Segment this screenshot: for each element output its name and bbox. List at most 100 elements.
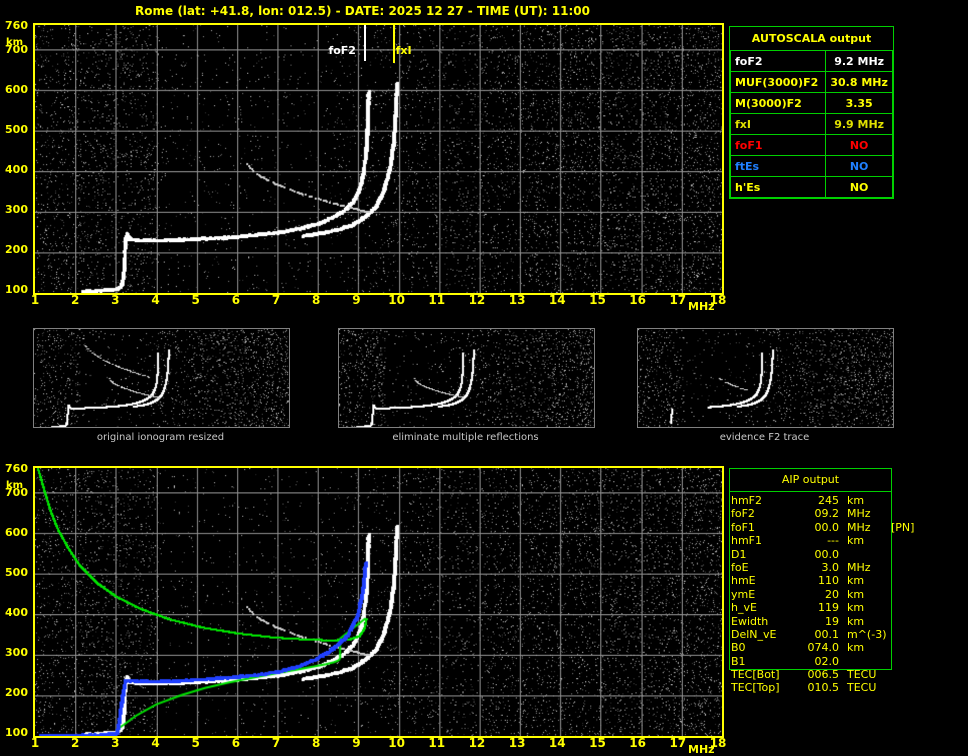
y-tick-label: 500 [5, 123, 28, 136]
autoscala-row: M(3000)F2 3.35 [729, 92, 893, 114]
x-tick-label: 8 [312, 736, 321, 750]
x-tick-label: 8 [312, 293, 321, 307]
top-y-unit-label: km [6, 37, 24, 48]
aip-output-box [729, 468, 892, 670]
aip-row: ymE 20 km [731, 588, 936, 601]
autoscala-table: AUTOSCALA output foF2 9.2 MHz MUF(3000)F2 30… [729, 27, 893, 198]
y-tick-label: 500 [5, 566, 28, 579]
aip-unit-10: m^(-3) [847, 627, 887, 641]
small-panel-original-caption: original ionogram resized [96, 432, 225, 443]
aip-value-7: 20 [825, 587, 839, 601]
aip-value-12: 02.0 [814, 654, 840, 668]
small-panel-f2trace-caption: evidence F2 trace [719, 432, 810, 443]
autoscala-param-6: h'Es [729, 176, 827, 198]
x-tick-label: 4 [151, 736, 160, 750]
aip-note-2: [PN] [891, 520, 915, 534]
aip-label-11: B0 [731, 641, 746, 655]
autoscala-value-4: NO [825, 134, 893, 156]
aip-row: DelN_vE 00.1 m^(-3) [731, 628, 936, 641]
y-tick-label: 760 [5, 19, 28, 32]
aip-row: TEC[Bot] 006.5 TECU [731, 668, 936, 681]
y-tick-label: 700 [5, 486, 28, 499]
x-tick-label: 17 [669, 736, 687, 750]
aip-value-6: 110 [818, 574, 839, 588]
aip-value-13: 006.5 [807, 668, 840, 682]
aip-output-header: AIP output [729, 468, 892, 492]
small-panel-multiref[interactable] [338, 328, 595, 428]
autoscala-param-1: MUF(3000)F2 [729, 71, 827, 93]
aip-unit-7: km [847, 587, 865, 601]
x-tick-label: 11 [428, 736, 446, 750]
small-panel-original[interactable] [33, 328, 290, 428]
aip-label-8: h_vE [731, 601, 757, 615]
y-tick-label: 200 [5, 686, 28, 699]
autoscala-row: ftEs NO [729, 155, 893, 177]
y-tick-label: 200 [5, 243, 28, 256]
aip-row: foF1 00.0 MHz [PN] [731, 521, 936, 534]
y-tick-label: 300 [5, 646, 28, 659]
aip-row: B0 074.0 km [731, 641, 936, 654]
aip-unit-6: km [847, 574, 865, 588]
x-tick-label: 4 [151, 293, 160, 307]
aip-ionogram-panel[interactable] [33, 466, 724, 738]
fxi-marker-line [392, 25, 395, 63]
x-tick-label: 6 [231, 736, 241, 750]
aip-label-14: TEC[Top] [731, 681, 780, 695]
aip-unit-11: km [847, 641, 865, 655]
x-tick-label: 2 [70, 293, 80, 307]
aip-row: Ewidth 19 km [731, 615, 936, 628]
autoscala-header-row: AUTOSCALA output [730, 27, 893, 51]
autoscala-output-table: AUTOSCALA output foF2 9.2 MHz MUF(3000)F2 30… [729, 26, 894, 199]
aip-label-9: Ewidth [731, 614, 769, 628]
x-tick-label: 2 [70, 736, 80, 750]
y-tick-label: 600 [5, 83, 28, 96]
x-tick-label: 13 [508, 736, 526, 750]
aip-label-6: hmE [731, 574, 756, 588]
aip-row: D1 00.0 [731, 548, 936, 561]
autoscala-value-2: 3.35 [825, 92, 893, 114]
x-tick-label: 15 [589, 293, 606, 307]
small-panel-multiref-caption: eliminate multiple reflections [392, 432, 539, 443]
autoscala-row: fxI 9.9 MHz [729, 113, 893, 135]
x-tick-label: 10 [388, 293, 405, 307]
aip-label-7: ymE [731, 587, 756, 601]
aip-value-2: 00.0 [814, 520, 840, 534]
y-tick-label: 100 [5, 726, 28, 739]
bottom-x-unit-label: MHz [688, 743, 715, 756]
x-tick-label: 14 [548, 736, 566, 750]
autoscala-param-4: foF1 [729, 134, 827, 156]
aip-unit-3: km [847, 534, 865, 548]
aip-label-10: DelN_vE [731, 627, 777, 641]
main-ionogram-panel[interactable]: foF2 fxI [33, 23, 724, 295]
autoscala-row: MUF(3000)F2 30.8 MHz [729, 71, 893, 93]
aip-row: h_vE 119 km [731, 601, 936, 614]
autoscala-value-6: NO [825, 176, 893, 198]
x-tick-label: 14 [548, 293, 566, 307]
ionogram-trace-canvas [35, 25, 722, 293]
aip-row: B1 02.0 [731, 655, 936, 668]
autoscala-row: foF2 9.2 MHz [729, 50, 893, 72]
y-tick-label: 700 [5, 43, 28, 56]
aip-label-13: TEC[Bot] [731, 668, 780, 682]
autoscala-param-0: foF2 [729, 50, 827, 72]
x-tick-label: 7 [271, 293, 281, 307]
aip-unit-1: MHz [847, 507, 871, 521]
autoscala-value-5: NO [825, 155, 893, 177]
aip-trace-canvas [35, 468, 722, 736]
aip-unit-0: km [847, 494, 865, 507]
fof2-marker-label: foF2 [328, 44, 356, 57]
aip-row: hmF2 245 km [731, 494, 936, 507]
x-tick-label: 7 [271, 736, 281, 750]
aip-label-2: foF1 [731, 520, 755, 534]
aip-value-0: 245 [818, 494, 839, 507]
aip-label-1: foF2 [731, 507, 755, 521]
small-panel-f2trace[interactable] [637, 328, 894, 428]
aip-row: hmE 110 km [731, 574, 936, 587]
aip-row: TEC[Top] 010.5 TECU [731, 681, 936, 694]
x-tick-label: 13 [508, 293, 526, 307]
x-tick-label: 12 [468, 736, 486, 750]
small-panel-f2trace-canvas [638, 329, 893, 427]
autoscala-value-0: 9.2 MHz [825, 50, 893, 72]
x-tick-label: 16 [629, 293, 646, 307]
autoscala-row: h'Es NO [729, 176, 893, 198]
